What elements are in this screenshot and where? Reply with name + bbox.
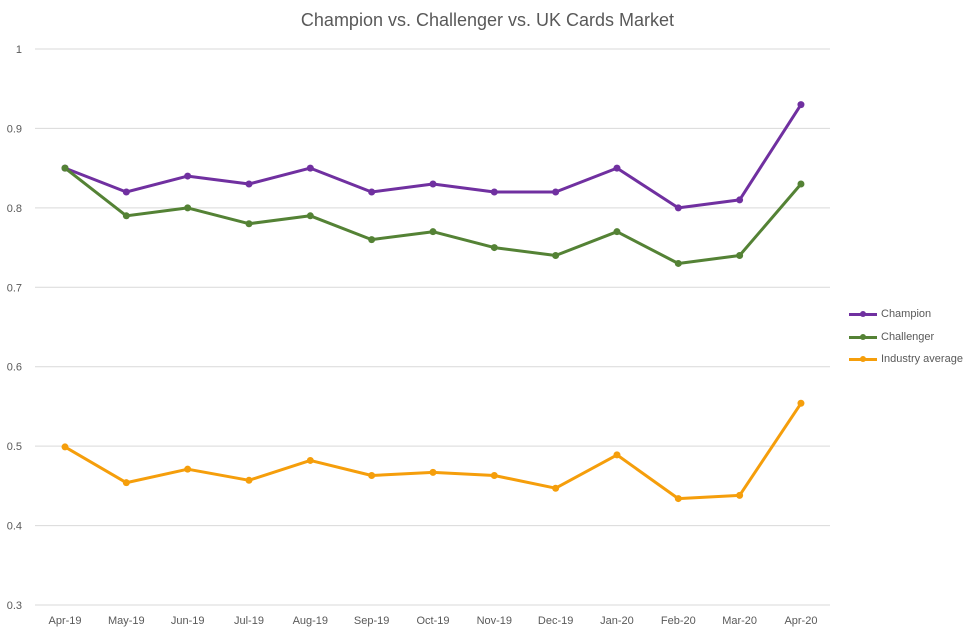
- x-tick-label: Jan-20: [600, 615, 634, 627]
- data-point-champion: [306, 164, 314, 172]
- x-tick-label: Nov-19: [477, 615, 512, 627]
- gridlines: [35, 48, 830, 606]
- data-point-challenger: [306, 212, 314, 220]
- data-point-challenger: [245, 220, 253, 228]
- data-point-champion: [552, 188, 560, 196]
- data-point-champion: [797, 101, 805, 109]
- x-tick-label: Aug-19: [293, 615, 328, 627]
- y-tick-label: 0.8: [7, 203, 22, 215]
- x-tick-label: Dec-19: [538, 615, 573, 627]
- series-line-champion: [63, 103, 803, 210]
- data-point-industry-average: [797, 399, 805, 407]
- x-tick-label: Jun-19: [171, 615, 205, 627]
- x-tick-label: May-19: [108, 615, 145, 627]
- x-tick-label: Apr-19: [48, 615, 81, 627]
- data-point-industry-average: [552, 484, 560, 492]
- data-point-challenger: [613, 228, 621, 236]
- series-line-industry-average: [63, 401, 803, 501]
- y-tick-label: 0.4: [7, 521, 22, 533]
- data-point-industry-average: [61, 443, 69, 451]
- data-point-challenger: [122, 212, 130, 220]
- data-point-industry-average: [490, 472, 498, 480]
- y-tick-label: 1: [16, 44, 22, 56]
- x-tick-label: Jul-19: [234, 615, 264, 627]
- data-point-champion: [245, 180, 253, 188]
- x-tick-label: Oct-19: [416, 615, 449, 627]
- series-points: [61, 101, 805, 503]
- y-tick-label: 0.9: [7, 123, 22, 135]
- data-point-champion: [613, 164, 621, 172]
- data-point-industry-average: [736, 491, 744, 499]
- data-point-challenger: [552, 252, 560, 260]
- series-lines: [63, 103, 803, 501]
- x-tick-label: Sep-19: [354, 615, 389, 627]
- legend: Champion Challenger Industry average: [849, 303, 963, 371]
- data-point-champion: [674, 204, 682, 212]
- legend-item-challenger: Challenger: [849, 326, 963, 349]
- data-point-champion: [368, 188, 376, 196]
- data-point-industry-average: [122, 479, 130, 487]
- data-point-challenger: [429, 228, 437, 236]
- data-point-challenger: [61, 164, 69, 172]
- y-tick-label: 0.6: [7, 362, 22, 374]
- legend-label: Challenger: [881, 330, 935, 343]
- data-point-champion: [429, 180, 437, 188]
- y-tick-label: 0.3: [7, 600, 22, 612]
- x-axis-ticks: Apr-19 May-19 Jun-19 Jul-19 Aug-19 Sep-19 Oct-…: [48, 615, 817, 627]
- y-tick-label: 0.7: [7, 282, 22, 294]
- data-point-champion: [490, 188, 498, 196]
- data-point-challenger: [797, 180, 805, 188]
- data-point-industry-average: [613, 451, 621, 459]
- data-point-industry-average: [429, 468, 437, 476]
- legend-item-champion: Champion: [849, 303, 963, 326]
- data-point-challenger: [674, 259, 682, 267]
- legend-item-industry-average: Industry average: [849, 348, 963, 371]
- data-point-industry-average: [184, 465, 192, 473]
- x-tick-label: Feb-20: [661, 615, 696, 627]
- data-point-challenger: [736, 252, 744, 260]
- legend-label: Champion: [881, 308, 932, 321]
- data-point-challenger: [490, 244, 498, 252]
- data-point-challenger: [184, 204, 192, 212]
- data-point-champion: [736, 196, 744, 204]
- y-tick-label: 0.5: [7, 441, 22, 453]
- data-point-champion: [122, 188, 130, 196]
- y-axis-ticks: 0.3 0.4 0.5 0.6 0.7 0.8 0.9 1: [7, 44, 22, 612]
- legend-swatch: [849, 332, 877, 342]
- data-point-challenger: [368, 236, 376, 244]
- chart-title: Champion vs. Challenger vs. UK Cards Mar…: [300, 10, 675, 30]
- legend-label: Industry average: [881, 353, 963, 366]
- legend-swatch: [849, 354, 877, 364]
- x-tick-label: Apr-20: [784, 615, 817, 627]
- legend-swatch: [849, 309, 877, 319]
- data-point-industry-average: [306, 456, 314, 464]
- x-tick-label: Mar-20: [722, 615, 757, 627]
- data-point-industry-average: [368, 472, 376, 480]
- data-point-industry-average: [674, 495, 682, 503]
- data-point-champion: [184, 172, 192, 180]
- data-point-industry-average: [245, 476, 253, 484]
